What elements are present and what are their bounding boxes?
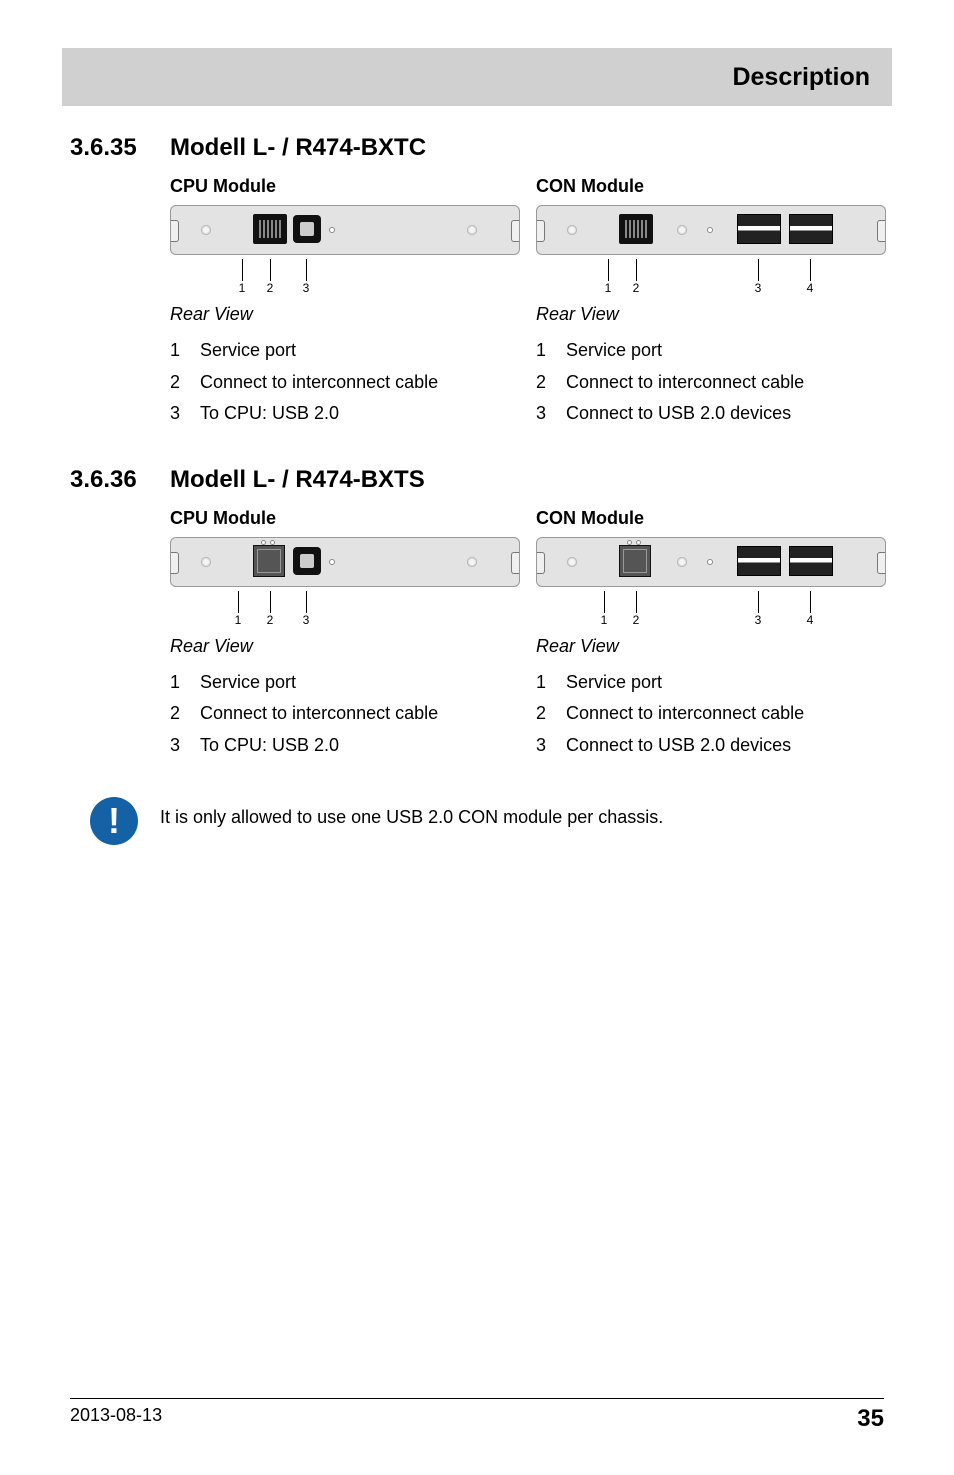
cpu-callouts: 1 2 3 <box>170 591 520 636</box>
con-callouts: 1 2 3 4 <box>536 591 886 636</box>
section-title: Modell L- / R474-BXTS <box>170 466 425 494</box>
section-3-6-36: 3.6.36 Modell L- / R474-BXTS CPU Module … <box>70 466 884 762</box>
usb-a-port-icon <box>737 214 781 244</box>
note-text: It is only allowed to use one USB 2.0 CO… <box>160 797 663 828</box>
usb-a-port-icon <box>737 546 781 576</box>
footer-date: 2013-08-13 <box>70 1405 162 1433</box>
sfp-port-icon <box>619 545 651 577</box>
usb-b-port-icon <box>293 547 321 575</box>
sfp-port-icon <box>253 545 285 577</box>
footer: 2013-08-13 35 <box>70 1398 884 1433</box>
page-number: 35 <box>857 1405 884 1433</box>
usb-a-port-icon <box>789 214 833 244</box>
con-module-label: CON Module <box>536 508 886 529</box>
con-diagram <box>536 537 886 587</box>
module-row: CPU Module 1 2 3 Rear View 1Se <box>170 508 884 762</box>
con-module-label: CON Module <box>536 176 886 197</box>
header-title: Description <box>732 63 870 92</box>
cpu-column: CPU Module 1 2 3 Rear View 1Se <box>170 508 520 762</box>
cpu-diagram <box>170 537 520 587</box>
section-heading: 3.6.35 Modell L- / R474-BXTC <box>70 134 884 162</box>
section-number: 3.6.36 <box>70 466 170 494</box>
usb-a-port-icon <box>789 546 833 576</box>
cpu-legend: 1Service port 2Connect to interconnect c… <box>170 335 520 430</box>
con-legend: 1Service port 2Connect to interconnect c… <box>536 667 886 762</box>
cpu-module-label: CPU Module <box>170 508 520 529</box>
rear-view-label: Rear View <box>170 636 520 657</box>
section-number: 3.6.35 <box>70 134 170 162</box>
cpu-callouts: 1 2 3 <box>170 259 520 304</box>
header-bar: Description <box>62 48 892 106</box>
section-3-6-35: 3.6.35 Modell L- / R474-BXTC CPU Module … <box>70 134 884 430</box>
rear-view-label: Rear View <box>536 636 886 657</box>
rj45-port-icon <box>619 214 653 244</box>
rear-view-label: Rear View <box>170 304 520 325</box>
note: ! It is only allowed to use one USB 2.0 … <box>70 797 884 845</box>
rear-view-label: Rear View <box>536 304 886 325</box>
cpu-column: CPU Module 1 2 3 Rear View 1Service port <box>170 176 520 430</box>
usb-b-port-icon <box>293 215 321 243</box>
section-heading: 3.6.36 Modell L- / R474-BXTS <box>70 466 884 494</box>
con-column: CON Module 1 2 3 4 Rear View <box>536 176 886 430</box>
cpu-legend: 1Service port 2Connect to interconnect c… <box>170 667 520 762</box>
info-icon: ! <box>90 797 138 845</box>
module-row: CPU Module 1 2 3 Rear View 1Service port <box>170 176 884 430</box>
con-diagram <box>536 205 886 255</box>
con-legend: 1Service port 2Connect to interconnect c… <box>536 335 886 430</box>
cpu-diagram <box>170 205 520 255</box>
con-column: CON Module 1 2 3 4 Rear View <box>536 508 886 762</box>
rj45-port-icon <box>253 214 287 244</box>
cpu-module-label: CPU Module <box>170 176 520 197</box>
con-callouts: 1 2 3 4 <box>536 259 886 304</box>
section-title: Modell L- / R474-BXTC <box>170 134 426 162</box>
